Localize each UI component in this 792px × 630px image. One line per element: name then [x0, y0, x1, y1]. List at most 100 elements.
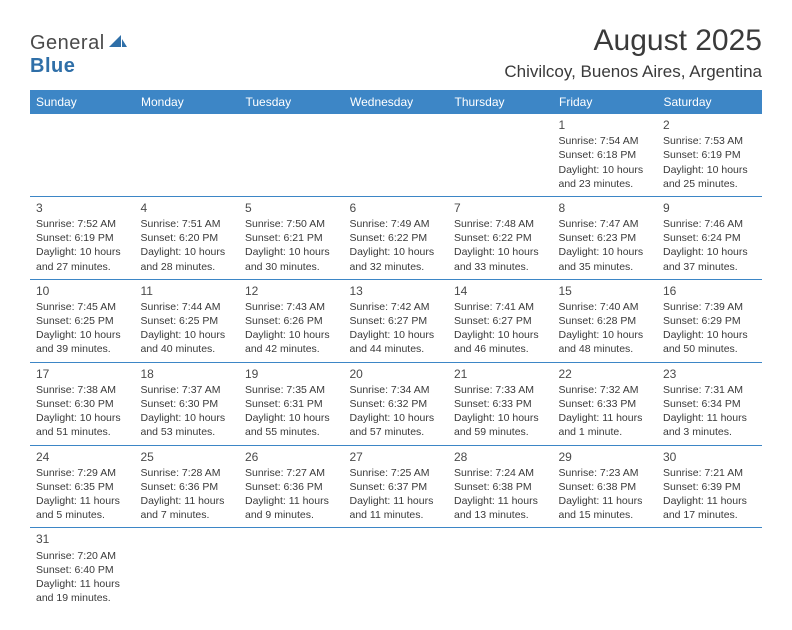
daylight-text: Daylight: 11 hours and 9 minutes.: [245, 494, 338, 522]
day-number: 31: [36, 531, 129, 547]
calendar-body: 1Sunrise: 7:54 AMSunset: 6:18 PMDaylight…: [30, 114, 762, 610]
calendar-day: 17Sunrise: 7:38 AMSunset: 6:30 PMDayligh…: [30, 362, 135, 445]
month-title: August 2025: [504, 24, 762, 58]
sunset-text: Sunset: 6:18 PM: [559, 148, 652, 162]
logo: GeneralBlue: [30, 24, 129, 78]
daylight-text: Daylight: 11 hours and 7 minutes.: [141, 494, 234, 522]
day-number: 16: [663, 283, 756, 299]
daylight-text: Daylight: 10 hours and 30 minutes.: [245, 245, 338, 273]
calendar-empty: [239, 528, 344, 610]
daylight-text: Daylight: 10 hours and 44 minutes.: [350, 328, 443, 356]
calendar-empty: [448, 528, 553, 610]
calendar-day: 28Sunrise: 7:24 AMSunset: 6:38 PMDayligh…: [448, 445, 553, 528]
day-number: 26: [245, 449, 338, 465]
calendar-day: 25Sunrise: 7:28 AMSunset: 6:36 PMDayligh…: [135, 445, 240, 528]
day-number: 15: [559, 283, 652, 299]
sunset-text: Sunset: 6:33 PM: [454, 397, 547, 411]
sunrise-text: Sunrise: 7:37 AM: [141, 383, 234, 397]
sunrise-text: Sunrise: 7:43 AM: [245, 300, 338, 314]
daylight-text: Daylight: 10 hours and 46 minutes.: [454, 328, 547, 356]
daylight-text: Daylight: 10 hours and 50 minutes.: [663, 328, 756, 356]
sunset-text: Sunset: 6:29 PM: [663, 314, 756, 328]
title-block: August 2025 Chivilcoy, Buenos Aires, Arg…: [504, 24, 762, 82]
calendar-week: 24Sunrise: 7:29 AMSunset: 6:35 PMDayligh…: [30, 445, 762, 528]
calendar-day: 20Sunrise: 7:34 AMSunset: 6:32 PMDayligh…: [344, 362, 449, 445]
sunrise-text: Sunrise: 7:34 AM: [350, 383, 443, 397]
sunrise-text: Sunrise: 7:32 AM: [559, 383, 652, 397]
sunset-text: Sunset: 6:36 PM: [141, 480, 234, 494]
daylight-text: Daylight: 11 hours and 13 minutes.: [454, 494, 547, 522]
daylight-text: Daylight: 10 hours and 23 minutes.: [559, 163, 652, 191]
daylight-text: Daylight: 11 hours and 5 minutes.: [36, 494, 129, 522]
sunrise-text: Sunrise: 7:45 AM: [36, 300, 129, 314]
sunset-text: Sunset: 6:22 PM: [454, 231, 547, 245]
day-number: 5: [245, 200, 338, 216]
day-number: 29: [559, 449, 652, 465]
sunrise-text: Sunrise: 7:23 AM: [559, 466, 652, 480]
sunrise-text: Sunrise: 7:28 AM: [141, 466, 234, 480]
day-header: Monday: [135, 90, 240, 114]
sunset-text: Sunset: 6:26 PM: [245, 314, 338, 328]
sunset-text: Sunset: 6:24 PM: [663, 231, 756, 245]
sunset-text: Sunset: 6:39 PM: [663, 480, 756, 494]
day-number: 6: [350, 200, 443, 216]
calendar-day: 14Sunrise: 7:41 AMSunset: 6:27 PMDayligh…: [448, 279, 553, 362]
daylight-text: Daylight: 10 hours and 32 minutes.: [350, 245, 443, 273]
calendar-day: 9Sunrise: 7:46 AMSunset: 6:24 PMDaylight…: [657, 196, 762, 279]
daylight-text: Daylight: 10 hours and 42 minutes.: [245, 328, 338, 356]
calendar-day: 19Sunrise: 7:35 AMSunset: 6:31 PMDayligh…: [239, 362, 344, 445]
logo-part1: General: [30, 32, 105, 54]
daylight-text: Daylight: 10 hours and 35 minutes.: [559, 245, 652, 273]
calendar-day: 2Sunrise: 7:53 AMSunset: 6:19 PMDaylight…: [657, 114, 762, 196]
day-number: 4: [141, 200, 234, 216]
calendar-day: 8Sunrise: 7:47 AMSunset: 6:23 PMDaylight…: [553, 196, 658, 279]
logo-part2: Blue: [30, 55, 75, 77]
day-number: 13: [350, 283, 443, 299]
day-number: 3: [36, 200, 129, 216]
calendar-empty: [553, 528, 658, 610]
day-header: Saturday: [657, 90, 762, 114]
calendar-day: 1Sunrise: 7:54 AMSunset: 6:18 PMDaylight…: [553, 114, 658, 196]
sunset-text: Sunset: 6:19 PM: [36, 231, 129, 245]
calendar-day: 4Sunrise: 7:51 AMSunset: 6:20 PMDaylight…: [135, 196, 240, 279]
daylight-text: Daylight: 11 hours and 15 minutes.: [559, 494, 652, 522]
calendar-header-row: SundayMondayTuesdayWednesdayThursdayFrid…: [30, 90, 762, 114]
day-header: Thursday: [448, 90, 553, 114]
day-number: 14: [454, 283, 547, 299]
sunrise-text: Sunrise: 7:40 AM: [559, 300, 652, 314]
daylight-text: Daylight: 10 hours and 28 minutes.: [141, 245, 234, 273]
calendar-day: 7Sunrise: 7:48 AMSunset: 6:22 PMDaylight…: [448, 196, 553, 279]
calendar-day: 27Sunrise: 7:25 AMSunset: 6:37 PMDayligh…: [344, 445, 449, 528]
calendar-day: 16Sunrise: 7:39 AMSunset: 6:29 PMDayligh…: [657, 279, 762, 362]
day-number: 23: [663, 366, 756, 382]
calendar-day: 24Sunrise: 7:29 AMSunset: 6:35 PMDayligh…: [30, 445, 135, 528]
sunset-text: Sunset: 6:27 PM: [454, 314, 547, 328]
sunrise-text: Sunrise: 7:31 AM: [663, 383, 756, 397]
day-number: 27: [350, 449, 443, 465]
day-number: 28: [454, 449, 547, 465]
sunset-text: Sunset: 6:20 PM: [141, 231, 234, 245]
calendar-empty: [448, 114, 553, 196]
sunset-text: Sunset: 6:40 PM: [36, 563, 129, 577]
sunrise-text: Sunrise: 7:20 AM: [36, 549, 129, 563]
calendar-day: 13Sunrise: 7:42 AMSunset: 6:27 PMDayligh…: [344, 279, 449, 362]
sunrise-text: Sunrise: 7:51 AM: [141, 217, 234, 231]
calendar-day: 30Sunrise: 7:21 AMSunset: 6:39 PMDayligh…: [657, 445, 762, 528]
sunset-text: Sunset: 6:34 PM: [663, 397, 756, 411]
daylight-text: Daylight: 11 hours and 11 minutes.: [350, 494, 443, 522]
sunrise-text: Sunrise: 7:29 AM: [36, 466, 129, 480]
calendar-empty: [239, 114, 344, 196]
sunrise-text: Sunrise: 7:25 AM: [350, 466, 443, 480]
calendar-day: 12Sunrise: 7:43 AMSunset: 6:26 PMDayligh…: [239, 279, 344, 362]
day-number: 19: [245, 366, 338, 382]
day-number: 30: [663, 449, 756, 465]
sunrise-text: Sunrise: 7:46 AM: [663, 217, 756, 231]
sunrise-text: Sunrise: 7:41 AM: [454, 300, 547, 314]
sunset-text: Sunset: 6:21 PM: [245, 231, 338, 245]
daylight-text: Daylight: 10 hours and 59 minutes.: [454, 411, 547, 439]
sunrise-text: Sunrise: 7:53 AM: [663, 134, 756, 148]
day-number: 24: [36, 449, 129, 465]
calendar-day: 3Sunrise: 7:52 AMSunset: 6:19 PMDaylight…: [30, 196, 135, 279]
sunrise-text: Sunrise: 7:48 AM: [454, 217, 547, 231]
day-header: Sunday: [30, 90, 135, 114]
